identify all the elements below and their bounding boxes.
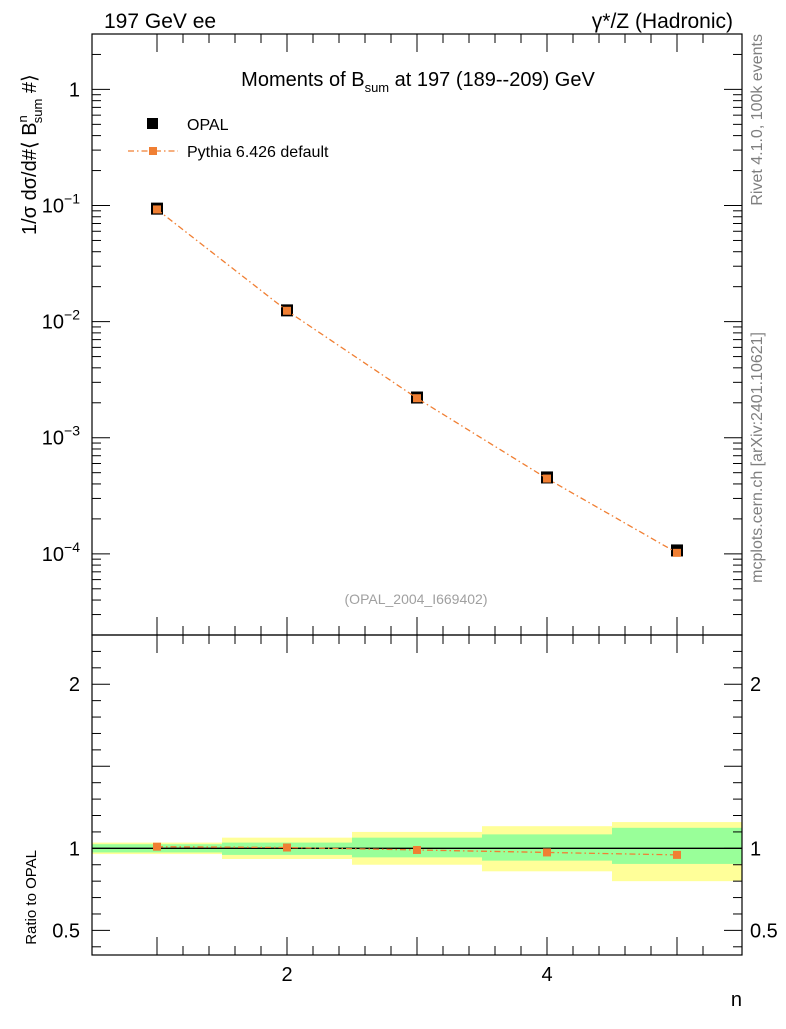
plot-title-sub: sum <box>365 80 390 95</box>
tick-label-base: 10 <box>42 196 64 218</box>
ylabel-sup: n <box>15 115 30 122</box>
main-y-tick-label: 10−2 <box>42 307 80 334</box>
plot-title: Moments of Bsum at 197 (189--209) GeV <box>241 69 595 95</box>
tick-label-base: 10 <box>42 428 64 450</box>
analysis-watermark: (OPAL_2004_I669402) <box>345 591 488 607</box>
ratio-plot-frame <box>91 634 743 956</box>
ratio-data-point <box>673 850 681 859</box>
ratio-y-tick-label-right: 0.5 <box>750 920 778 942</box>
ratio-stat-band <box>482 834 612 861</box>
mcplots-label: mcplots.cern.ch [arXiv:2401.10621] <box>749 332 766 583</box>
ratio-y-tick-label-right: 2 <box>750 674 761 696</box>
ratio-data-point <box>413 845 421 854</box>
ratio-data-point <box>153 842 161 851</box>
header-left-label: 197 GeV ee <box>104 10 216 33</box>
axes-layer: 110−110−210−310−42 40.5 0.51 12 2 <box>42 33 778 986</box>
ylabel-post: #⟩ <box>19 74 41 98</box>
pythia-data-point <box>543 474 551 483</box>
plot-title-rest: at 197 (189--209) GeV <box>389 69 595 91</box>
ratio-data-point <box>543 848 551 857</box>
ratio-y-tick-label-left: 1 <box>69 838 80 860</box>
pythia-data-point <box>413 394 421 403</box>
tick-label-exponent: −1 <box>64 191 80 207</box>
pythia-data-point <box>283 306 291 315</box>
header-right-label: γ*/Z (Hadronic) <box>592 10 733 33</box>
plot-title-base: Moments of B <box>241 69 364 91</box>
legend-opal-marker <box>147 118 158 129</box>
main-y-axis-label: 1/σ dσ/d#⟨ Bnsum #⟩ <box>15 74 45 235</box>
ratio-y-axis-label: Ratio to OPAL <box>23 850 40 945</box>
ratio-y-tick-label-left: 0.5 <box>52 920 80 942</box>
main-y-tick-label: 10−3 <box>42 423 80 450</box>
main-series-layer <box>151 202 683 557</box>
tick-label-base: 10 <box>42 312 64 334</box>
ratio-y-tick-label-right: 1 <box>750 838 761 860</box>
tick-label-exponent: −4 <box>64 539 80 555</box>
main-y-tick-label: 10−1 <box>42 191 80 218</box>
ylabel-sub: sum <box>30 99 45 124</box>
tick-label-exponent: −3 <box>64 423 80 439</box>
tick-label-exponent: −2 <box>64 307 80 323</box>
x-axis-label: n <box>731 989 742 1011</box>
main-y-tick-label: 10−4 <box>42 539 80 566</box>
legend-pythia-marker <box>149 147 157 155</box>
x-tick-label: 2 <box>281 964 292 986</box>
ylabel-pre: 1/σ dσ/d#⟨ B <box>19 122 41 235</box>
ratio-data-point <box>283 843 291 852</box>
x-tick-label: 4 <box>541 964 552 986</box>
pythia-data-point <box>153 205 161 214</box>
ratio-series-layer <box>153 842 681 859</box>
tick-label-base: 10 <box>42 544 64 566</box>
pythia-series-line <box>156 208 678 554</box>
legend-opal-label: OPAL <box>187 117 229 134</box>
pythia-data-point <box>673 548 681 557</box>
legend: OPAL Pythia 6.426 default <box>128 117 329 161</box>
legend-pythia-label: Pythia 6.426 default <box>187 144 329 161</box>
rivet-label: Rivet 4.1.0, 100k events <box>749 34 766 206</box>
main-y-tick-label: 1 <box>69 79 80 101</box>
ratio-y-tick-label-left: 2 <box>69 674 80 696</box>
